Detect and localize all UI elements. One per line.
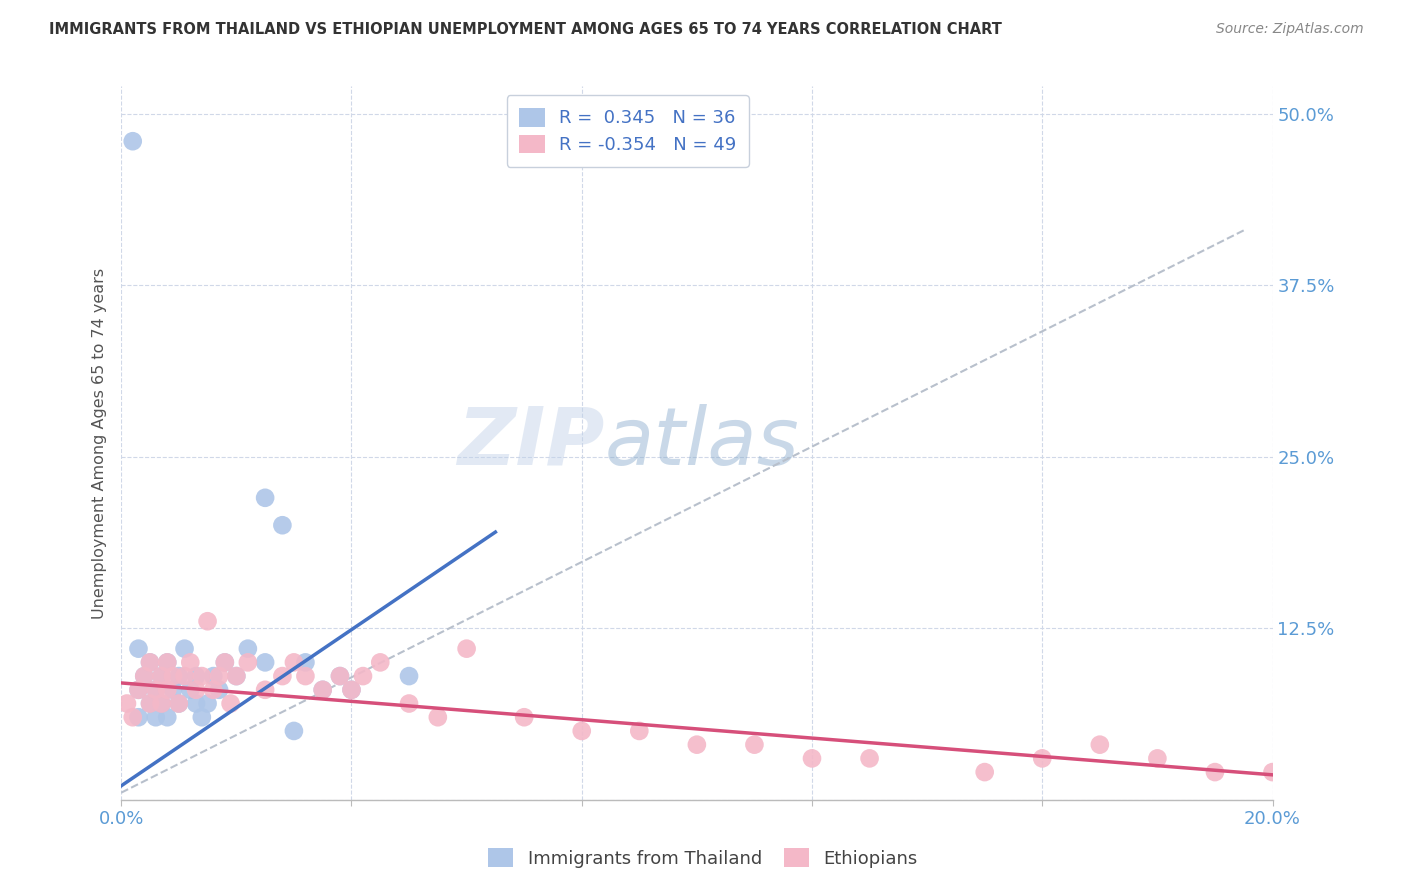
Point [127,682,149,697]
Point [312,682,335,697]
Point [254,656,277,670]
Point [236,641,259,656]
Point [1261,765,1284,780]
Point [139,656,162,670]
Point [184,697,207,711]
Point [156,656,179,670]
Point [1088,738,1111,752]
Point [236,656,259,670]
Text: IMMIGRANTS FROM THAILAND VS ETHIOPIAN UNEMPLOYMENT AMONG AGES 65 TO 74 YEARS COR: IMMIGRANTS FROM THAILAND VS ETHIOPIAN UN… [49,22,1002,37]
Point [225,669,247,683]
Point [156,682,179,697]
Point [329,669,352,683]
Point [312,682,335,697]
Point [398,669,420,683]
Point [219,697,242,711]
Point [214,656,236,670]
Point [571,723,593,738]
Point [139,656,162,670]
Point [1204,765,1226,780]
Point [191,710,214,724]
Point [150,669,173,683]
Point [127,682,149,697]
Point [134,669,156,683]
Point [340,682,363,697]
Point [145,682,167,697]
Point [197,697,219,711]
Point [426,710,449,724]
Text: ZIP: ZIP [457,404,605,482]
Point [208,669,231,683]
Point [134,669,156,683]
Point [167,669,190,683]
Point [156,710,179,724]
Point [150,697,173,711]
Point [368,656,391,670]
Point [156,656,179,670]
Point [271,669,294,683]
Point [202,682,225,697]
Point [121,134,143,148]
Point [150,669,173,683]
Point [139,697,162,711]
Point [167,697,190,711]
Point [513,710,536,724]
Point [191,669,214,683]
Point [121,710,143,724]
Point [145,682,167,697]
Legend: R =  0.345   N = 36, R = -0.354   N = 49: R = 0.345 N = 36, R = -0.354 N = 49 [506,95,749,167]
Point [150,697,173,711]
Text: Source: ZipAtlas.com: Source: ZipAtlas.com [1216,22,1364,37]
Point [197,614,219,628]
Point [115,697,138,711]
Point [456,641,478,656]
Point [1031,751,1053,765]
Point [352,669,374,683]
Point [744,738,766,752]
Point [139,697,162,711]
Point [127,710,149,724]
Point [628,723,651,738]
Point [686,738,709,752]
Point [145,710,167,724]
Point [329,669,352,683]
Point [254,682,277,697]
Point [184,669,207,683]
Point [208,682,231,697]
Point [271,518,294,533]
Point [283,723,305,738]
Point [294,656,316,670]
Point [973,765,995,780]
Point [184,682,207,697]
Point [225,669,247,683]
Point [398,697,420,711]
Point [254,491,277,505]
Y-axis label: Unemployment Among Ages 65 to 74 years: Unemployment Among Ages 65 to 74 years [93,268,107,618]
Point [294,669,316,683]
Point [179,682,201,697]
Point [214,656,236,670]
Point [173,641,195,656]
Text: atlas: atlas [605,404,800,482]
Point [283,656,305,670]
Point [127,641,149,656]
Point [162,669,184,683]
Point [173,669,195,683]
Point [202,669,225,683]
Point [162,682,184,697]
Point [179,656,201,670]
Point [1146,751,1168,765]
Point [167,697,190,711]
Point [858,751,880,765]
Point [340,682,363,697]
Point [801,751,824,765]
Legend: Immigrants from Thailand, Ethiopians: Immigrants from Thailand, Ethiopians [478,838,928,879]
